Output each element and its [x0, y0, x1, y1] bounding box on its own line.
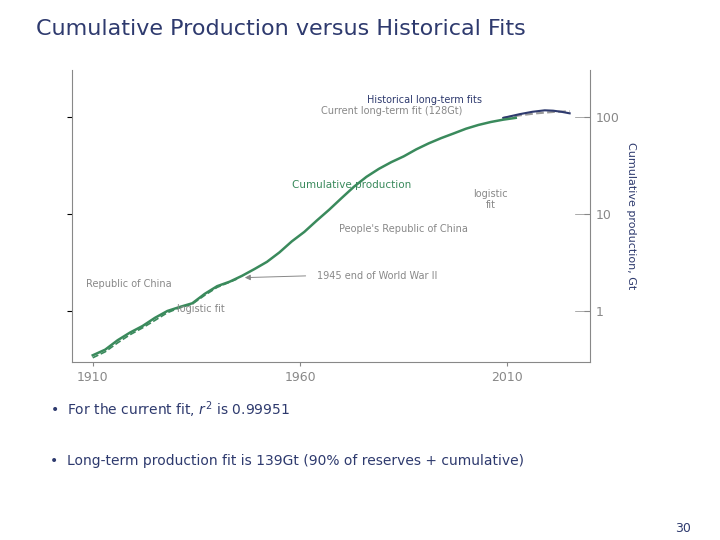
Text: logistic fit: logistic fit — [176, 304, 225, 314]
Text: 1945 end of World War II: 1945 end of World War II — [317, 271, 437, 281]
Text: logistic
fit: logistic fit — [474, 189, 508, 211]
Text: People's Republic of China: People's Republic of China — [339, 224, 468, 234]
Text: Republic of China: Republic of China — [86, 279, 171, 289]
Text: •  Long-term production fit is 139Gt (90% of reserves + cumulative): • Long-term production fit is 139Gt (90%… — [50, 454, 524, 468]
Text: Cumulative production: Cumulative production — [292, 179, 411, 190]
Y-axis label: Cumulative production, Gt: Cumulative production, Gt — [626, 143, 636, 289]
Text: Current long-term fit (128Gt): Current long-term fit (128Gt) — [320, 106, 462, 117]
Text: Cumulative Production versus Historical Fits: Cumulative Production versus Historical … — [36, 19, 526, 39]
Text: •  For the current fit, $r^2$ is 0.99951: • For the current fit, $r^2$ is 0.99951 — [50, 400, 290, 420]
Text: 30: 30 — [675, 522, 691, 535]
Text: Historical long-term fits: Historical long-term fits — [367, 95, 482, 105]
